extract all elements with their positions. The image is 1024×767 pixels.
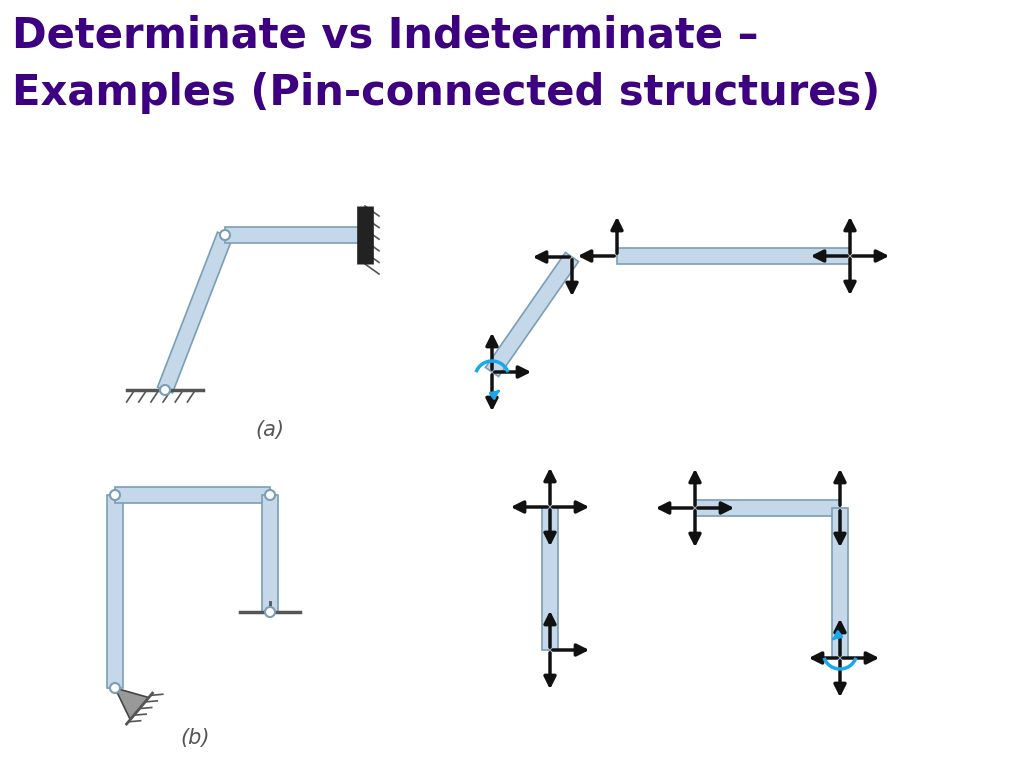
Text: (a): (a)	[256, 420, 285, 440]
Circle shape	[110, 683, 120, 693]
Text: Determinate vs Indeterminate –: Determinate vs Indeterminate –	[12, 15, 759, 57]
Polygon shape	[831, 508, 848, 658]
Circle shape	[220, 230, 230, 240]
Text: Examples (Pin-connected structures): Examples (Pin-connected structures)	[12, 72, 881, 114]
Polygon shape	[542, 507, 558, 650]
Circle shape	[160, 385, 170, 395]
Polygon shape	[115, 487, 270, 503]
Circle shape	[110, 490, 120, 500]
Polygon shape	[262, 495, 278, 612]
Polygon shape	[225, 227, 365, 243]
Polygon shape	[115, 688, 148, 719]
Polygon shape	[158, 232, 232, 393]
Polygon shape	[485, 252, 579, 377]
Circle shape	[265, 607, 275, 617]
Circle shape	[265, 490, 275, 500]
Text: (b): (b)	[180, 728, 210, 748]
Polygon shape	[695, 500, 840, 516]
Polygon shape	[106, 495, 123, 688]
Polygon shape	[617, 248, 850, 264]
